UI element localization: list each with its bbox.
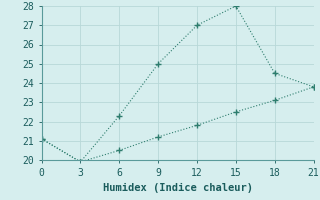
X-axis label: Humidex (Indice chaleur): Humidex (Indice chaleur) [103,183,252,193]
